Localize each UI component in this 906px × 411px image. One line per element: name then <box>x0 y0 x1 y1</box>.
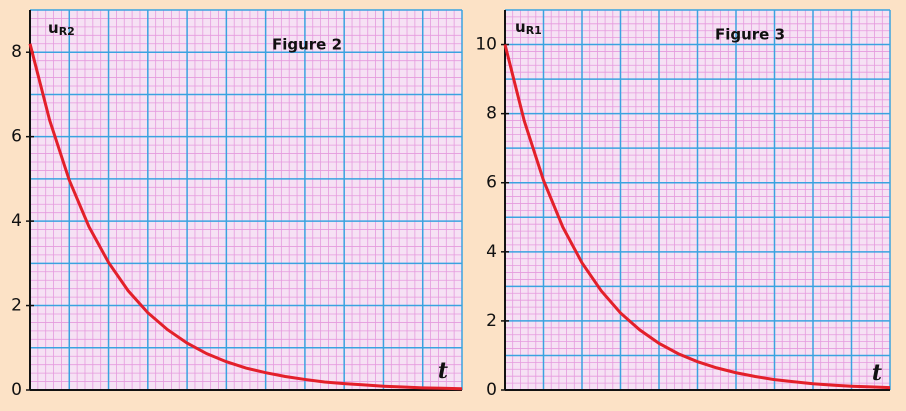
chart: 0 2 4 6 8 Figure 2 uR2 t <box>11 9 463 400</box>
y-tick-label: 0 <box>486 380 497 400</box>
y-tick-label: 8 <box>11 42 22 62</box>
plot-area <box>30 10 462 390</box>
y-axis-label-subscript: R1 <box>526 24 542 37</box>
chart-title: Figure 2 <box>272 36 342 54</box>
y-axis-label: uR1 <box>515 18 542 38</box>
y-tick-label: 0 <box>11 380 22 400</box>
y-tick-label: 6 <box>486 173 497 193</box>
y-tick-label: 2 <box>11 296 22 316</box>
y-tick-label: 6 <box>11 127 22 147</box>
decay-curve <box>503 44 891 390</box>
y-tick-label: 2 <box>486 311 497 331</box>
y-axis-label-main: u <box>515 18 526 36</box>
y-tick-label: 4 <box>486 242 497 262</box>
y-tick-label: 8 <box>486 104 497 124</box>
y-tick-label: 10 <box>475 35 497 55</box>
chart: 0 2 4 6 8 10 Figure 3 uR1 t <box>475 9 891 400</box>
chart-title: Figure 3 <box>715 26 785 44</box>
decay-curve <box>28 43 463 391</box>
y-axis-label-main: u <box>48 19 59 37</box>
y-tick-label: 4 <box>11 211 22 231</box>
y-axis-label: uR2 <box>48 19 75 39</box>
y-axis-label-subscript: R2 <box>59 25 75 38</box>
x-axis-label: t <box>438 358 448 384</box>
x-axis-label: t <box>872 360 882 386</box>
